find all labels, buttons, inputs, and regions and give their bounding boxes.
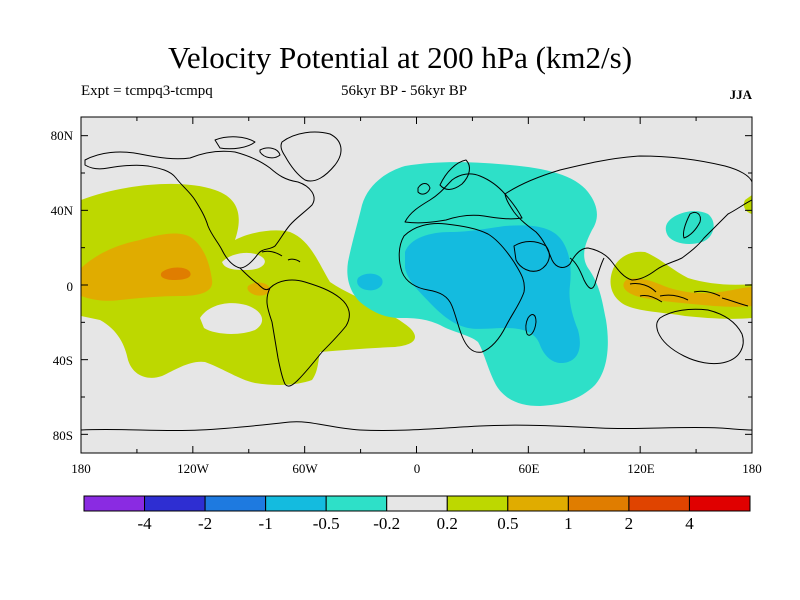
contour-positive-core	[81, 233, 213, 301]
lon-label-0: 0	[414, 461, 421, 476]
coastline-scandinavia	[417, 159, 470, 195]
lon-label-60e: 60E	[519, 461, 540, 476]
coastline-japan	[683, 211, 701, 239]
colorbar-box	[628, 495, 690, 512]
coastline-asia	[504, 155, 752, 281]
colorbar-label: -1	[259, 514, 273, 533]
contour-negative-atlantic	[357, 273, 383, 291]
contour-negative-nw-pacific	[665, 211, 714, 244]
lon-label-60w: 60W	[292, 461, 318, 476]
contour-gap-central-america	[222, 252, 265, 270]
colorbar-box	[507, 495, 569, 512]
contour-positive-pacific	[81, 183, 415, 385]
colorbar-box	[688, 495, 751, 512]
coastline-india	[569, 257, 605, 289]
period-label: 56kyr BP - 56kyr BP	[341, 83, 468, 99]
colorbar-label: 2	[625, 514, 634, 533]
axis-ticks	[80, 117, 753, 453]
map-title: Velocity Potential at 200 hPa (km2/s)	[167, 40, 633, 75]
coastlines	[81, 131, 752, 432]
colorbar: -4 -2 -1 -0.5 -0.2 0.2 0.5 1 2 4	[83, 495, 751, 533]
coastline-greenland	[280, 131, 342, 182]
coastline-central-america	[239, 267, 271, 291]
lat-label-40s: 40S	[53, 353, 73, 368]
colorbar-label: -2	[198, 514, 212, 533]
colorbar-label: -0.5	[313, 514, 340, 533]
contour-gap-east-pacific	[200, 303, 263, 334]
lat-labels: 80N 40N 0 40S 80S	[51, 128, 74, 443]
contour-positive-maritime-core	[623, 278, 752, 307]
lon-label-180e: 180	[742, 461, 762, 476]
coastline-australia	[656, 308, 744, 365]
colorbar-box	[386, 495, 448, 512]
coastline-north-america	[84, 150, 315, 269]
colorbar-box	[325, 495, 388, 512]
colorbar-label: 0.5	[497, 514, 518, 533]
colorbar-box	[144, 495, 206, 512]
colorbar-label: 0.2	[437, 514, 458, 533]
coastline-south-america	[266, 279, 350, 387]
season-label: JJA	[729, 87, 752, 102]
lat-label-eq: 0	[67, 279, 74, 294]
lon-label-120e: 120E	[627, 461, 655, 476]
lat-label-80s: 80S	[53, 428, 73, 443]
coastline-africa	[398, 223, 525, 353]
contour-negative-core	[405, 225, 580, 364]
colorbar-box	[446, 495, 509, 512]
colorbar-box	[567, 495, 630, 512]
colorbar-label: 1	[564, 514, 573, 533]
coastline-indonesia	[629, 283, 749, 307]
contour-positive-east-edge	[743, 195, 752, 214]
lat-label-80n: 80N	[51, 128, 74, 143]
lat-label-40n: 40N	[51, 203, 74, 218]
lon-label-180w: 180	[71, 461, 91, 476]
coastline-arctic-islands	[214, 136, 281, 159]
coastline-arabia	[513, 241, 550, 272]
contour-amazon-orange	[247, 282, 271, 296]
colorbar-box	[204, 495, 267, 512]
colorbar-box	[265, 495, 327, 512]
lon-labels: 180 120W 60W 0 60E 120E 180	[71, 461, 762, 476]
colorbar-label: -4	[137, 514, 152, 533]
colorbar-box	[83, 495, 146, 512]
contour-core-max	[160, 267, 191, 280]
coastline-caribbean	[261, 250, 301, 263]
coastline-antarctica	[81, 421, 752, 432]
colorbar-label: -0.2	[373, 514, 400, 533]
coastline-madagascar	[525, 314, 537, 336]
experiment-label: Expt = tcmpq3-tcmpq	[81, 83, 213, 99]
colorbar-label: 4	[685, 514, 694, 533]
lon-label-120w: 120W	[177, 461, 210, 476]
